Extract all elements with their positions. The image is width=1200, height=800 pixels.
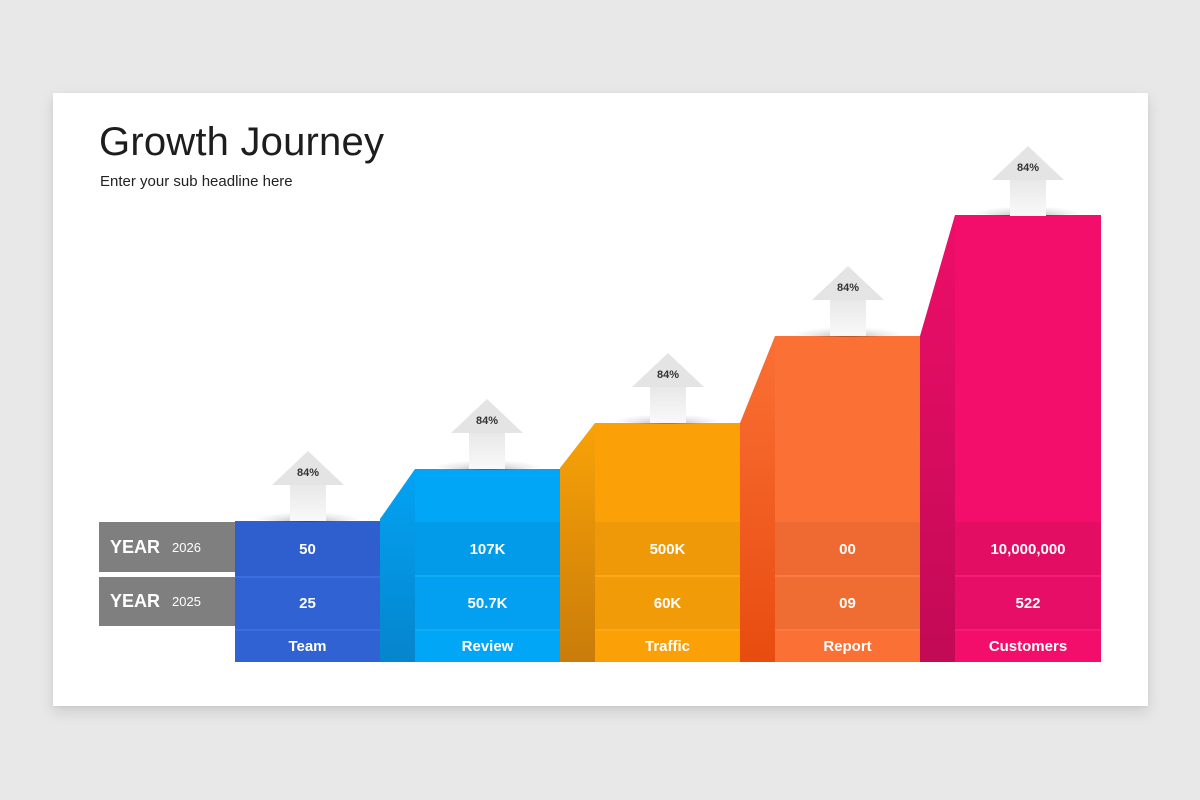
- value-2026: 00: [839, 540, 856, 558]
- band-2026: [415, 522, 560, 576]
- bar-team: 50 25 Team: [235, 521, 380, 662]
- arrow-up-icon: [992, 146, 1064, 180]
- growth-percent: 84%: [1016, 162, 1040, 174]
- arrow-up-icon: [272, 451, 344, 485]
- growth-percent: 84%: [836, 282, 860, 294]
- slide-subtitle: Enter your sub headline here: [100, 173, 293, 190]
- bar-traffic: 500K 60K Traffic: [595, 423, 740, 662]
- band-2025: [955, 576, 1101, 629]
- slide-title: Growth Journey: [99, 120, 385, 164]
- growth-arrow-report: 84%: [812, 266, 884, 336]
- row-separator: [955, 575, 1101, 577]
- value-2025: 522: [1015, 594, 1041, 612]
- year-value: 2025: [172, 594, 201, 609]
- year-value: 2026: [172, 539, 201, 555]
- growth-arrow-customers: 84%: [992, 146, 1064, 216]
- category-label: Traffic: [644, 638, 690, 655]
- growth-arrow-review: 84%: [451, 399, 523, 469]
- row-separator: [775, 629, 920, 631]
- category-label: Customers: [988, 638, 1068, 655]
- arrow-shaft: [650, 387, 686, 423]
- row-separator: [595, 629, 740, 631]
- row-separator: [595, 575, 740, 577]
- value-2026: 107K: [469, 540, 506, 558]
- growth-percent: 84%: [475, 415, 499, 427]
- arrow-shaft: [290, 485, 326, 521]
- value-2025: 09: [839, 594, 856, 612]
- value-2025: 60K: [653, 594, 682, 612]
- bar-customers: 10,000,000 522 Customers: [955, 215, 1101, 662]
- growth-percent: 84%: [656, 369, 680, 381]
- arrow-shaft: [830, 300, 866, 336]
- growth-percent: 84%: [296, 467, 320, 479]
- row-separator: [415, 629, 560, 631]
- value-2026: 50: [299, 540, 316, 558]
- year-label: YEAR: [110, 591, 161, 611]
- category-label: Team: [288, 638, 327, 655]
- value-2026: 500K: [649, 540, 686, 558]
- bar-review: 107K 50.7K Review: [415, 469, 560, 662]
- row-separator: [235, 629, 380, 631]
- value-2025: 25: [299, 595, 316, 612]
- value-2025: 50.7K: [467, 594, 508, 612]
- row-separator: [775, 575, 920, 577]
- band-2025: [415, 576, 560, 629]
- band-2025: [775, 576, 920, 629]
- bar-report: 00 09 Report: [775, 336, 920, 662]
- row-separator: [235, 576, 380, 578]
- arrow-shaft: [1010, 180, 1046, 216]
- band-2025: [595, 576, 740, 629]
- arrow-shaft: [469, 433, 505, 469]
- arrow-up-icon: [812, 266, 884, 300]
- band-2026: [955, 522, 1101, 576]
- row-separator: [955, 629, 1101, 631]
- row-separator: [415, 575, 560, 577]
- category-label: Review: [461, 638, 514, 655]
- band-2026: [775, 522, 920, 576]
- year-label: YEAR: [110, 536, 161, 557]
- category-label: Report: [823, 638, 872, 655]
- arrow-up-icon: [632, 353, 704, 387]
- arrow-up-icon: [451, 399, 523, 433]
- growth-arrow-team: 84%: [272, 451, 344, 521]
- year-row-label-2025: YEAR 2025: [99, 577, 235, 626]
- year-row-label-2026: YEAR 2026: [99, 522, 235, 572]
- growth-arrow-traffic: 84%: [632, 353, 704, 423]
- value-2026: 10,000,000: [990, 540, 1066, 558]
- band-2026: [595, 522, 740, 576]
- band-2026: [235, 522, 380, 576]
